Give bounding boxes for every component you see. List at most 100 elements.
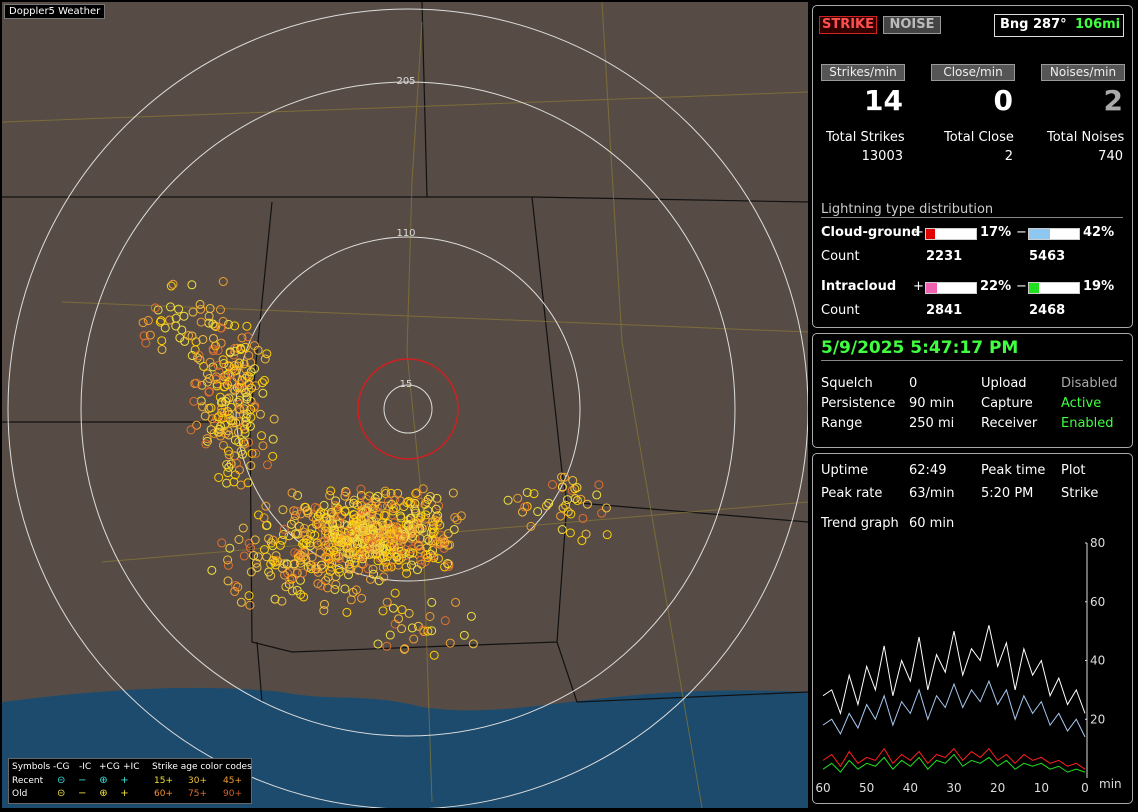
settings-cell: Persistence xyxy=(821,396,896,411)
strike-symbol xyxy=(246,461,256,471)
strike-symbol xyxy=(229,477,239,487)
strike-symbol xyxy=(187,280,197,290)
strike-symbol xyxy=(223,555,233,565)
strike-symbol xyxy=(262,460,272,470)
strike-button[interactable]: STRIKE xyxy=(819,16,877,34)
strike-symbol xyxy=(160,323,170,333)
strike-symbol xyxy=(363,534,373,544)
noise-button[interactable]: NOISE xyxy=(883,16,941,34)
strike-symbol xyxy=(222,373,232,383)
strike-symbol xyxy=(397,624,407,634)
settings-cell: Upload xyxy=(981,376,1027,391)
strike-symbol xyxy=(196,304,206,314)
strike-symbol xyxy=(156,316,166,326)
strike-symbol xyxy=(368,525,378,535)
legend-label: Symbols xyxy=(12,762,51,772)
strike-symbol xyxy=(346,527,356,537)
strike-symbol xyxy=(223,468,233,478)
strike-symbol xyxy=(423,505,433,515)
strike-symbol xyxy=(252,563,262,573)
trend-value: 60 min xyxy=(909,516,955,531)
rate-label: Noises/min xyxy=(1041,64,1125,81)
strike-symbol xyxy=(349,495,359,505)
strike-symbol xyxy=(544,498,554,508)
strike-symbol xyxy=(188,307,198,317)
strike-symbol xyxy=(449,524,459,534)
strike-symbol xyxy=(296,555,306,565)
strike-symbol xyxy=(214,427,224,437)
strike-symbol xyxy=(404,608,414,618)
strike-symbol xyxy=(350,557,360,567)
strike-symbol xyxy=(224,361,234,371)
x-tick-label: 60 xyxy=(815,781,830,795)
strike-symbol xyxy=(247,383,257,393)
strike-symbol xyxy=(292,506,302,516)
strike-symbol xyxy=(223,319,233,329)
strike-symbol xyxy=(428,520,438,530)
range-ring xyxy=(80,81,736,737)
strike-symbol xyxy=(262,349,272,359)
strike-symbol xyxy=(240,342,250,352)
strike-symbol xyxy=(270,594,280,604)
percent-fill xyxy=(926,283,937,293)
strike-symbol xyxy=(396,513,406,523)
strike-symbol xyxy=(533,507,543,517)
strike-symbol xyxy=(345,564,355,574)
legend-symbol: ⊝ − ⊕ + xyxy=(57,775,129,786)
strike-symbol xyxy=(518,507,528,517)
strike-symbol xyxy=(295,551,305,561)
y-tick-label: 80 xyxy=(1090,536,1105,550)
trend-line xyxy=(822,625,1086,716)
strike-symbol xyxy=(271,551,281,561)
strike-symbol xyxy=(207,565,217,575)
strike-symbol xyxy=(415,497,425,507)
strike-symbol xyxy=(242,321,252,331)
strike-symbol xyxy=(218,277,228,287)
strike-symbol xyxy=(221,429,231,439)
strike-symbol xyxy=(246,567,256,577)
strike-symbol xyxy=(349,548,359,558)
strike-symbol xyxy=(234,358,244,368)
strike-symbol xyxy=(150,303,160,313)
strike-symbol xyxy=(522,487,532,497)
strike-symbol xyxy=(239,437,249,447)
strike-symbol xyxy=(397,533,407,543)
strike-symbol xyxy=(513,493,523,503)
stats-cell: Strike xyxy=(1061,486,1099,501)
settings-cell: 250 mi xyxy=(909,416,955,431)
percent: 42% xyxy=(1083,225,1115,240)
strike-symbol xyxy=(268,451,278,461)
strike-symbol xyxy=(231,580,241,590)
y-tick-label: 60 xyxy=(1090,595,1105,609)
strike-symbol xyxy=(201,439,211,449)
strike-symbol xyxy=(439,543,449,553)
strike-symbol xyxy=(204,387,214,397)
strike-symbol xyxy=(418,484,428,494)
strike-symbol xyxy=(372,549,382,559)
strike-symbol xyxy=(450,513,460,523)
percent: 19% xyxy=(1083,279,1115,294)
strike-symbol xyxy=(423,494,433,504)
strike-symbol xyxy=(196,317,206,327)
strike-symbol xyxy=(576,494,586,504)
count: 2841 xyxy=(926,303,963,318)
strike-symbol xyxy=(394,543,404,553)
x-tick-label: 50 xyxy=(859,781,874,795)
count: 5463 xyxy=(1029,249,1066,264)
strike-symbol xyxy=(244,350,254,360)
strike-symbol xyxy=(205,387,215,397)
strike-symbol xyxy=(439,538,449,548)
percent-bar xyxy=(1028,282,1080,294)
settings-cell: 90 min xyxy=(909,396,955,411)
strike-symbol xyxy=(275,540,285,550)
strike-symbol xyxy=(253,345,263,355)
strike-symbol xyxy=(319,599,329,609)
strike-symbol xyxy=(385,630,395,640)
rate-value: 0 xyxy=(993,84,1013,117)
strike-symbol xyxy=(373,491,383,501)
strike-symbol xyxy=(387,537,397,547)
strike-symbol xyxy=(250,535,260,545)
strike-symbol xyxy=(582,499,592,509)
percent-fill xyxy=(1029,283,1039,293)
